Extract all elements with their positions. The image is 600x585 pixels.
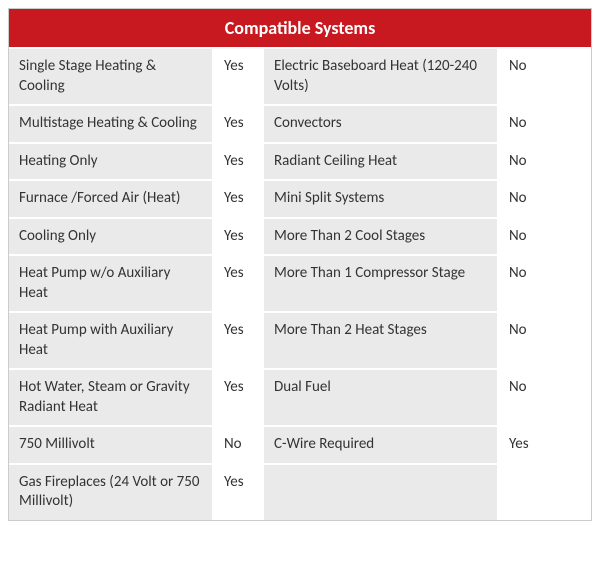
system-label-right: More Than 1 Compressor Stage: [264, 256, 499, 311]
system-label-right: Dual Fuel: [264, 370, 499, 425]
system-label-left: Heat Pump with Auxiliary Heat: [9, 313, 214, 368]
system-value-left: Yes: [214, 144, 264, 180]
system-value-right: Yes: [499, 427, 549, 463]
system-value-left: Yes: [214, 181, 264, 217]
system-value-left: Yes: [214, 106, 264, 142]
system-value-left: No: [214, 427, 264, 463]
system-value-right: No: [499, 144, 549, 180]
system-label-left: 750 Millivolt: [9, 427, 214, 463]
table-row: Cooling OnlyYesMore Than 2 Cool StagesNo: [9, 217, 591, 255]
system-value-right: No: [499, 49, 549, 104]
system-value-right: No: [499, 313, 549, 368]
system-value-right: No: [499, 181, 549, 217]
table-row: Furnace /Forced Air (Heat)YesMini Split …: [9, 179, 591, 217]
system-value-right: No: [499, 256, 549, 311]
system-label-right: More Than 2 Cool Stages: [264, 219, 499, 255]
system-label-left: Heat Pump w/o Auxiliary Heat: [9, 256, 214, 311]
table-row: 750 MillivoltNoC-Wire RequiredYes: [9, 425, 591, 463]
system-value-left: Yes: [214, 219, 264, 255]
system-value-right: [499, 465, 549, 520]
system-label-left: Furnace /Forced Air (Heat): [9, 181, 214, 217]
table-row: Heating OnlyYesRadiant Ceiling HeatNo: [9, 142, 591, 180]
system-label-left: Multistage Heating & Cooling: [9, 106, 214, 142]
system-value-left: Yes: [214, 465, 264, 520]
system-label-right: More Than 2 Heat Stages: [264, 313, 499, 368]
system-label-left: Cooling Only: [9, 219, 214, 255]
system-label-left: Heating Only: [9, 144, 214, 180]
table-row: Gas Fireplaces (24 Volt or 750 Millivolt…: [9, 463, 591, 520]
system-label-left: Gas Fireplaces (24 Volt or 750 Millivolt…: [9, 465, 214, 520]
table-row: Heat Pump with Auxiliary HeatYesMore Tha…: [9, 311, 591, 368]
system-value-left: Yes: [214, 370, 264, 425]
system-label-right: [264, 465, 499, 520]
table-row: Hot Water, Steam or Gravity Radiant Heat…: [9, 368, 591, 425]
system-value-left: Yes: [214, 256, 264, 311]
system-label-right: Mini Split Systems: [264, 181, 499, 217]
table-title: Compatible Systems: [9, 9, 591, 47]
system-label-left: Single Stage Heating & Cooling: [9, 49, 214, 104]
system-label-left: Hot Water, Steam or Gravity Radiant Heat: [9, 370, 214, 425]
system-value-left: Yes: [214, 313, 264, 368]
table-row: Heat Pump w/o Auxiliary HeatYesMore Than…: [9, 254, 591, 311]
system-value-right: No: [499, 219, 549, 255]
system-label-right: Electric Baseboard Heat (120-240 Volts): [264, 49, 499, 104]
system-label-right: C-Wire Required: [264, 427, 499, 463]
system-label-right: Radiant Ceiling Heat: [264, 144, 499, 180]
compatible-systems-table: Compatible Systems Single Stage Heating …: [8, 8, 592, 521]
system-value-right: No: [499, 106, 549, 142]
system-label-right: Convectors: [264, 106, 499, 142]
system-value-left: Yes: [214, 49, 264, 104]
table-row: Multistage Heating & CoolingYesConvector…: [9, 104, 591, 142]
table-row: Single Stage Heating & CoolingYesElectri…: [9, 47, 591, 104]
system-value-right: No: [499, 370, 549, 425]
